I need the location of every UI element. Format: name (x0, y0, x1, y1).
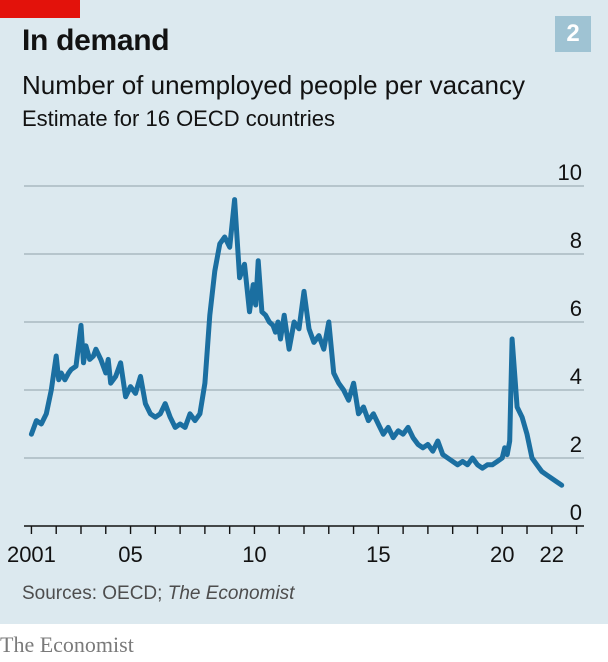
chart-panel (0, 0, 608, 624)
brand-red-tag (0, 0, 80, 18)
x-tick-label: 22 (540, 542, 564, 567)
chart-subtitle: Number of unemployed people per vacancy (22, 70, 525, 100)
line-chart: 0 2 4 6 8 10 2001 05 10 15 20 22 (7, 160, 584, 567)
brand-wordmark: The Economist (0, 632, 134, 657)
y-tick-label: 10 (558, 160, 582, 185)
x-tick-label: 20 (490, 542, 514, 567)
source-prefix: Sources: OECD; (22, 583, 168, 604)
series-line-0 (28, 197, 565, 488)
y-tick-label: 6 (570, 296, 582, 321)
chart-number-badge: 2 (555, 16, 591, 52)
x-tick-label: 10 (242, 542, 266, 567)
source-note: Sources: OECD; The Economist (22, 583, 294, 605)
source-publication: The Economist (167, 583, 295, 604)
x-axis (24, 525, 584, 534)
x-tick-label: 05 (118, 542, 142, 567)
series-lines (28, 197, 565, 488)
chart-title: In demand (22, 24, 170, 57)
tick-labels: 0 2 4 6 8 10 2001 05 10 15 20 22 (7, 160, 582, 567)
y-tick-label: 2 (570, 432, 582, 457)
chart-subtitle-secondary: Estimate for 16 OECD countries (22, 106, 336, 131)
x-tick-label: 2001 (7, 542, 56, 567)
y-tick-label: 0 (570, 500, 582, 525)
y-tick-label: 4 (570, 364, 582, 389)
y-tick-label: 8 (570, 228, 582, 253)
gridlines (24, 185, 584, 459)
x-tick-label: 15 (366, 542, 390, 567)
